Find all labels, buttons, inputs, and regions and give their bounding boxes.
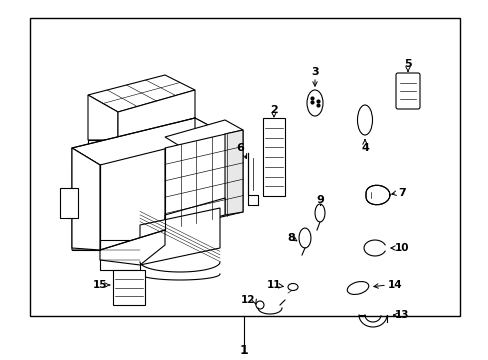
Polygon shape (118, 90, 195, 140)
Polygon shape (263, 118, 285, 196)
Text: 4: 4 (360, 143, 368, 153)
Polygon shape (164, 130, 243, 230)
Text: 9: 9 (315, 195, 323, 205)
Polygon shape (100, 240, 140, 270)
Polygon shape (72, 148, 100, 250)
Text: 15: 15 (93, 280, 107, 290)
Text: 12: 12 (240, 295, 255, 305)
Polygon shape (118, 118, 195, 148)
Text: 8: 8 (286, 233, 294, 243)
Text: 5: 5 (404, 59, 411, 69)
Polygon shape (365, 185, 389, 205)
Polygon shape (195, 118, 224, 215)
Polygon shape (60, 188, 78, 218)
Ellipse shape (357, 105, 372, 135)
Text: 3: 3 (310, 67, 318, 77)
Polygon shape (164, 198, 224, 230)
Text: 11: 11 (266, 280, 281, 290)
Text: 1: 1 (239, 343, 248, 356)
Text: 7: 7 (397, 188, 405, 198)
Ellipse shape (287, 284, 297, 291)
Polygon shape (224, 130, 243, 215)
Polygon shape (299, 228, 310, 248)
Ellipse shape (256, 301, 264, 309)
Polygon shape (100, 230, 164, 265)
Polygon shape (88, 75, 195, 112)
Text: 14: 14 (387, 280, 402, 290)
Polygon shape (72, 148, 100, 250)
Polygon shape (314, 204, 325, 222)
Polygon shape (88, 140, 118, 148)
Text: 13: 13 (394, 310, 408, 320)
Polygon shape (140, 208, 220, 265)
Polygon shape (113, 270, 145, 305)
Ellipse shape (306, 90, 323, 116)
FancyBboxPatch shape (395, 73, 419, 109)
Polygon shape (88, 95, 118, 140)
Ellipse shape (346, 282, 368, 294)
Text: 10: 10 (394, 243, 408, 253)
Text: 6: 6 (236, 143, 244, 153)
Polygon shape (164, 120, 243, 148)
Bar (30, 18, 459, 316)
Text: 2: 2 (269, 105, 277, 115)
Polygon shape (72, 118, 224, 165)
Polygon shape (72, 165, 100, 250)
